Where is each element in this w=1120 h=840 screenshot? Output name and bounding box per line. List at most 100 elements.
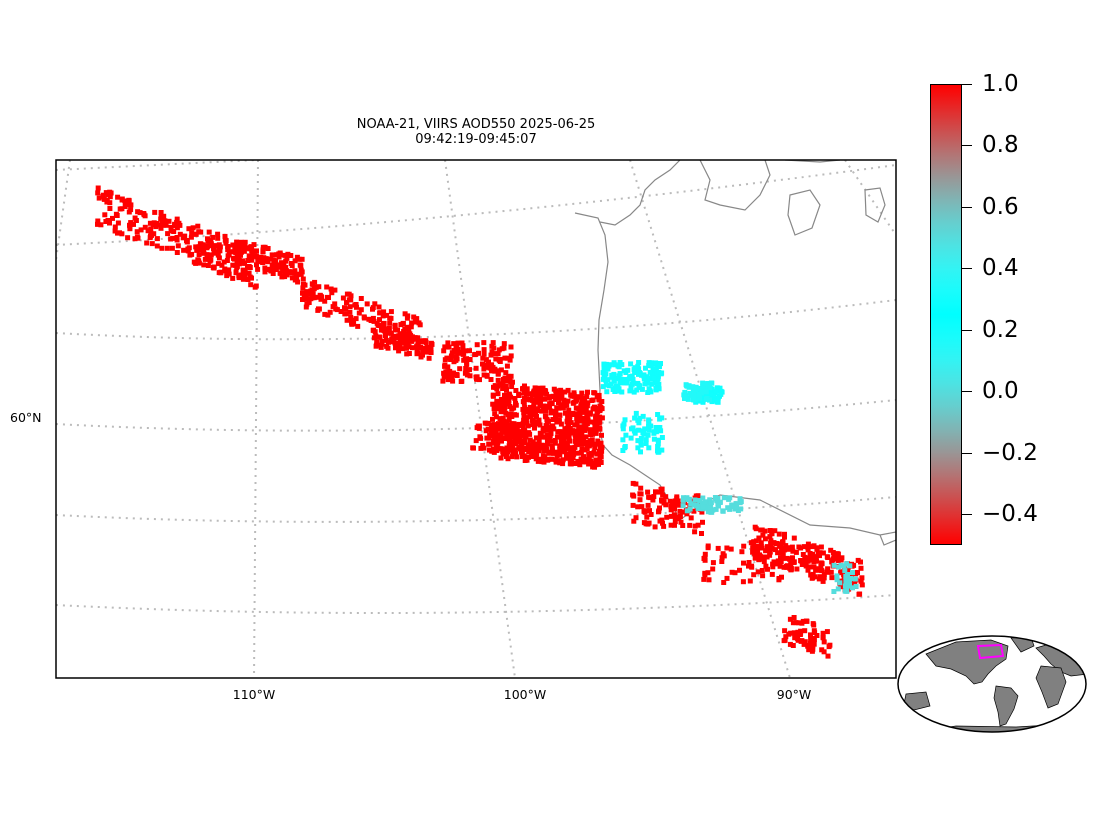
aod-point [644, 508, 649, 514]
aod-point [767, 549, 773, 555]
aod-point [495, 391, 501, 397]
aod-point [708, 500, 714, 506]
aod-point [787, 641, 793, 647]
aod-point [593, 457, 599, 463]
aod-point [831, 589, 837, 594]
aod-point [481, 351, 487, 357]
aod-point [387, 320, 393, 326]
colorbar-tick [962, 452, 972, 454]
aod-point [656, 386, 662, 392]
aod-point [177, 231, 183, 237]
aod-point [494, 448, 500, 453]
aod-point [358, 307, 364, 313]
aod-point [392, 322, 398, 328]
aod-point [311, 295, 317, 301]
aod-point [700, 384, 706, 390]
aod-point [566, 451, 572, 457]
aod-point [677, 502, 683, 508]
aod-point [384, 312, 390, 318]
aod-point [761, 554, 767, 560]
aod-point [464, 361, 470, 367]
aod-point [637, 415, 643, 421]
aod-point [441, 374, 447, 380]
aod-point [477, 377, 482, 383]
aod-point [215, 261, 221, 267]
aod-point [504, 355, 510, 361]
aod-point [656, 447, 662, 453]
aod-point [377, 317, 382, 323]
aod-point [196, 244, 202, 250]
aod-point [828, 547, 834, 553]
aod-point [633, 515, 639, 521]
aod-point [640, 413, 646, 419]
aod-point [703, 396, 709, 402]
aod-point [779, 550, 785, 556]
aod-point [551, 426, 557, 432]
aod-point [746, 560, 752, 565]
aod-point [509, 454, 515, 460]
aod-point [487, 365, 493, 371]
aod-point [655, 412, 661, 417]
aod-point [809, 553, 815, 559]
colorbar-tick-label: 0.2 [982, 316, 1019, 343]
aod-point [540, 390, 546, 396]
aod-point [562, 389, 568, 395]
aod-point [585, 417, 591, 423]
aod-point [488, 429, 494, 435]
aod-point [294, 254, 300, 260]
aod-point [525, 442, 531, 448]
meridian-line [444, 160, 516, 678]
aod-point [574, 397, 580, 403]
aod-point [786, 631, 792, 637]
aod-point [561, 430, 567, 436]
aod-point [633, 410, 639, 416]
colorbar-tick-label: 0.8 [982, 132, 1019, 159]
aod-point [197, 241, 203, 247]
aod-point [669, 502, 675, 508]
aod-point [386, 325, 392, 331]
aod-point [790, 548, 796, 554]
aod-point [812, 630, 818, 636]
aod-point [699, 509, 705, 515]
aod-point [228, 249, 234, 255]
aod-point [776, 531, 782, 537]
aod-point [714, 498, 720, 504]
aod-point [326, 295, 331, 300]
aod-point [95, 221, 101, 227]
aod-point [536, 417, 542, 423]
aod-point [377, 310, 383, 316]
aod-point [212, 243, 218, 249]
aod-point [728, 546, 734, 552]
aod-point [495, 370, 501, 376]
aod-point [645, 432, 651, 438]
aod-point [529, 442, 535, 448]
aod-point [385, 345, 391, 351]
aod-point [299, 269, 305, 275]
aod-point [782, 534, 787, 540]
aod-point [490, 364, 496, 370]
aod-point [848, 576, 854, 581]
aod-point [484, 420, 490, 426]
aod-point [126, 197, 132, 203]
aod-point [523, 387, 529, 393]
aod-point [810, 643, 816, 649]
aod-point [241, 260, 247, 266]
aod-point [762, 536, 768, 542]
aod-point [585, 389, 590, 395]
aod-point [631, 493, 637, 499]
aod-point [632, 370, 638, 375]
aod-point [484, 372, 490, 378]
aod-point [831, 562, 837, 568]
aod-point [328, 286, 334, 292]
aod-point [540, 385, 546, 391]
aod-point [635, 438, 641, 444]
aod-point [635, 504, 641, 510]
aod-point [584, 446, 590, 452]
aod-point [481, 340, 487, 346]
aod-point [578, 418, 584, 424]
aod-point [594, 441, 600, 447]
aod-point [553, 409, 559, 414]
aod-point [729, 502, 735, 508]
aod-point [389, 336, 395, 342]
aod-point [318, 296, 324, 302]
